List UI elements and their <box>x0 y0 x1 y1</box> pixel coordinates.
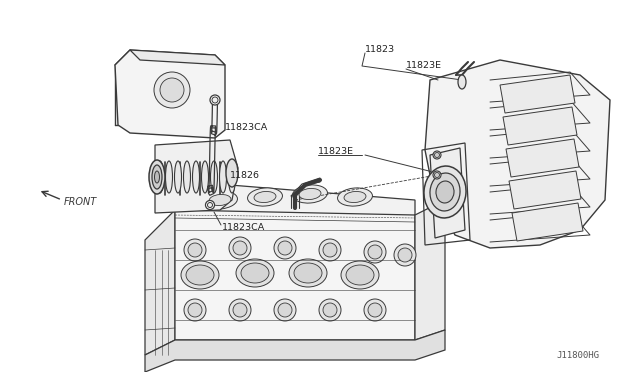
Ellipse shape <box>209 195 231 206</box>
Polygon shape <box>509 171 581 209</box>
Circle shape <box>274 299 296 321</box>
Circle shape <box>323 243 337 257</box>
Circle shape <box>205 201 214 209</box>
Ellipse shape <box>175 161 182 193</box>
Circle shape <box>394 244 416 266</box>
Circle shape <box>435 173 440 177</box>
Text: 11823CA: 11823CA <box>222 224 265 232</box>
Ellipse shape <box>236 259 274 287</box>
Circle shape <box>210 95 220 105</box>
Circle shape <box>188 303 202 317</box>
Text: FRONT: FRONT <box>64 197 97 207</box>
Ellipse shape <box>337 188 372 206</box>
Polygon shape <box>430 148 465 238</box>
Circle shape <box>435 153 440 157</box>
Ellipse shape <box>226 159 238 187</box>
Ellipse shape <box>181 261 219 289</box>
Text: 11823: 11823 <box>365 45 395 55</box>
Polygon shape <box>503 107 577 145</box>
Ellipse shape <box>166 161 173 193</box>
Ellipse shape <box>299 189 321 199</box>
Circle shape <box>229 237 251 259</box>
Ellipse shape <box>149 160 165 194</box>
Circle shape <box>274 237 296 259</box>
Circle shape <box>154 72 190 108</box>
Circle shape <box>212 97 218 103</box>
Text: 11823E: 11823E <box>318 148 354 157</box>
Polygon shape <box>145 330 445 372</box>
Polygon shape <box>155 140 238 213</box>
Ellipse shape <box>292 185 328 203</box>
Ellipse shape <box>294 263 322 283</box>
Ellipse shape <box>289 259 327 287</box>
Ellipse shape <box>211 161 218 193</box>
Circle shape <box>433 171 441 179</box>
Ellipse shape <box>436 181 454 203</box>
Circle shape <box>233 303 247 317</box>
Ellipse shape <box>193 161 200 193</box>
Polygon shape <box>506 139 579 177</box>
Circle shape <box>278 303 292 317</box>
Ellipse shape <box>228 161 236 193</box>
Ellipse shape <box>157 161 163 193</box>
Ellipse shape <box>430 173 460 211</box>
Ellipse shape <box>184 161 191 193</box>
Polygon shape <box>130 50 225 65</box>
Circle shape <box>364 241 386 263</box>
Ellipse shape <box>424 166 466 218</box>
Text: J11800HG: J11800HG <box>556 350 599 359</box>
Ellipse shape <box>220 161 227 193</box>
Text: 11826: 11826 <box>230 170 260 180</box>
Ellipse shape <box>248 188 282 206</box>
Circle shape <box>398 248 412 262</box>
Ellipse shape <box>202 191 237 209</box>
Circle shape <box>364 299 386 321</box>
Circle shape <box>319 239 341 261</box>
Polygon shape <box>512 203 583 241</box>
Circle shape <box>229 299 251 321</box>
Circle shape <box>278 241 292 255</box>
Circle shape <box>368 245 382 259</box>
Ellipse shape <box>346 265 374 285</box>
Circle shape <box>323 303 337 317</box>
Polygon shape <box>115 50 225 138</box>
Polygon shape <box>500 75 575 113</box>
Circle shape <box>233 241 247 255</box>
Circle shape <box>160 78 184 102</box>
Circle shape <box>184 239 206 261</box>
Circle shape <box>433 151 441 159</box>
Ellipse shape <box>341 261 379 289</box>
Ellipse shape <box>186 265 214 285</box>
Circle shape <box>207 202 212 208</box>
Polygon shape <box>175 210 415 340</box>
Polygon shape <box>145 210 175 355</box>
Ellipse shape <box>458 75 466 89</box>
Polygon shape <box>415 200 445 340</box>
Ellipse shape <box>344 192 366 203</box>
Text: 11823CA: 11823CA <box>225 124 268 132</box>
Ellipse shape <box>152 165 162 189</box>
Ellipse shape <box>254 192 276 203</box>
Polygon shape <box>175 185 415 240</box>
Ellipse shape <box>154 171 159 183</box>
Polygon shape <box>425 60 610 248</box>
Circle shape <box>184 299 206 321</box>
Circle shape <box>319 299 341 321</box>
Ellipse shape <box>202 161 209 193</box>
Text: 11823E: 11823E <box>406 61 442 71</box>
Circle shape <box>188 243 202 257</box>
Circle shape <box>368 303 382 317</box>
Ellipse shape <box>241 263 269 283</box>
